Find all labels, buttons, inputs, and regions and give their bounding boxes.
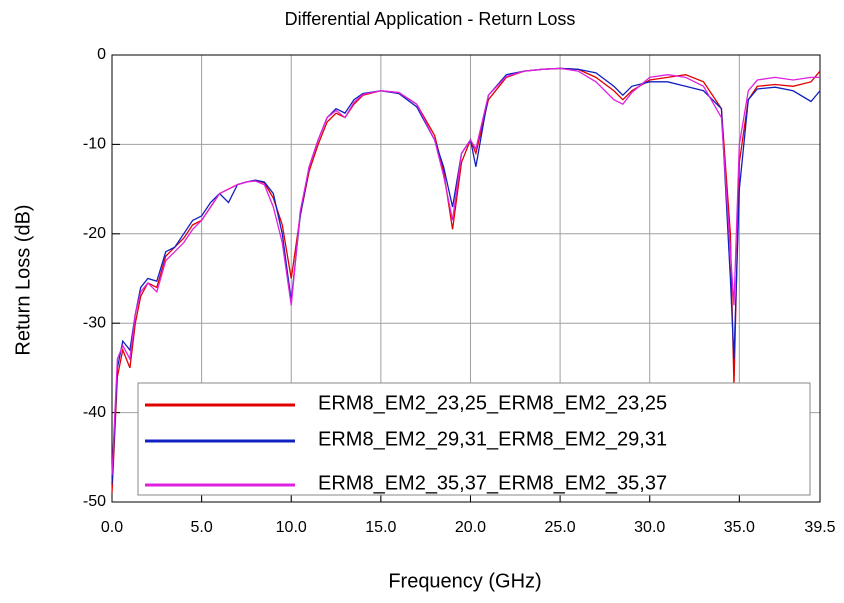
legend-box [137,382,811,496]
y-tick-label: -10 [83,136,106,153]
legend-label: ERM8_EM2_35,37_ERM8_EM2_35,37 [318,472,667,494]
x-tick-label: 5.0 [190,519,212,536]
y-tick-label: -30 [83,314,106,331]
y-tick-label: -50 [83,493,106,510]
line-series [111,67,820,476]
legend-label: ERM8_EM2_29,31_ERM8_EM2_29,31 [318,428,667,450]
x-tick-label: 15.0 [365,519,396,536]
x-tick-label: 10.0 [276,519,307,536]
x-axis-label: Frequency (GHz) [388,570,541,592]
plot-frame [111,54,821,503]
y-tick-label: 0 [97,46,106,63]
x-tick-label: 20.0 [455,519,486,536]
x-tick-label: 0.0 [101,519,123,536]
x-tick-label: 30.0 [634,519,665,536]
y-tick-label: -40 [83,404,106,421]
x-tick-label: 39.5 [804,519,835,536]
legend-label: ERM8_EM2_23,25_ERM8_EM2_23,25 [318,392,667,414]
y-axis-label: Return Loss (dB) [12,204,34,355]
x-tick-label: 35.0 [724,519,755,536]
chart-title: Differential Application - Return Loss [285,9,576,29]
y-tick-label: -20 [83,225,106,242]
x-tick-label: 25.0 [545,519,576,536]
